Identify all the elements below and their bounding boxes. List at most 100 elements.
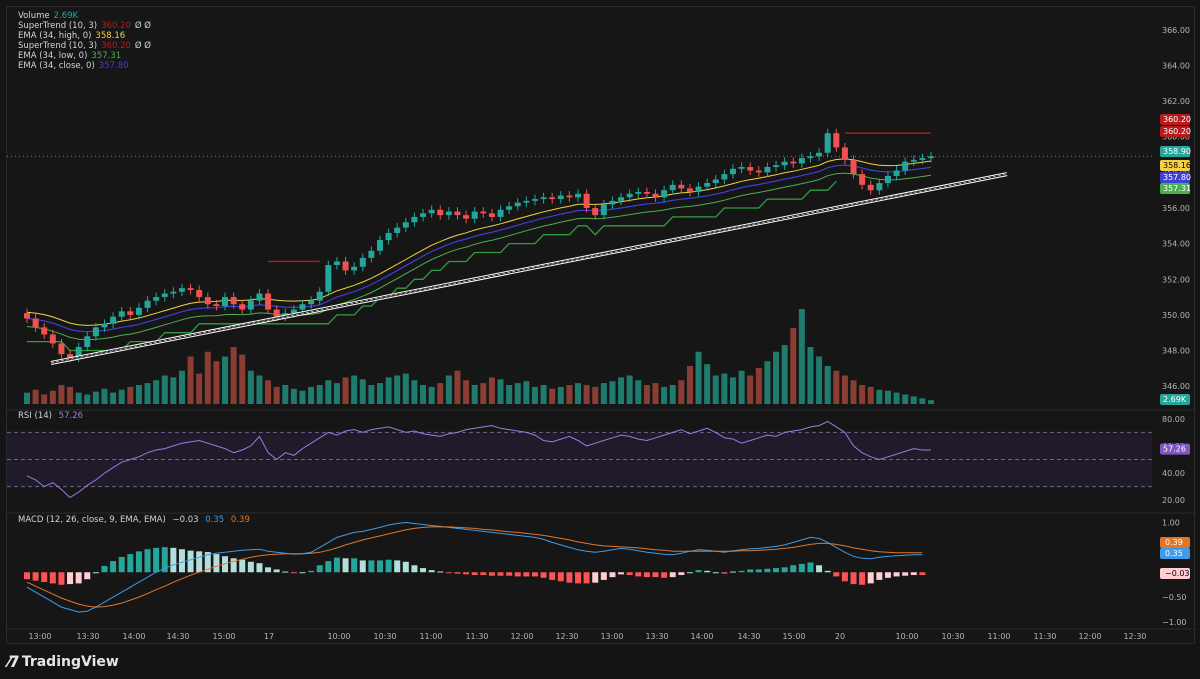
candle-body (523, 200, 530, 203)
volume-bar (833, 370, 840, 404)
macd-line (26, 521, 923, 613)
volume-bar (411, 380, 418, 404)
macd-histogram-bar (643, 572, 650, 578)
volume-bar (101, 388, 108, 404)
volume-bar (764, 361, 771, 404)
volume-bar (583, 385, 590, 404)
chart-area[interactable]: 366.00364.00362.00360.00358.00356.00354.… (6, 6, 1196, 645)
macd-histogram-bar (342, 558, 349, 573)
macd-histogram-bar (833, 572, 840, 577)
supertrend-up-line (27, 180, 837, 352)
legend-label: EMA (34, low, 0) (18, 51, 88, 61)
volume-bar (144, 383, 151, 404)
candle-body (222, 297, 229, 306)
candle-body (213, 304, 220, 306)
price-legend: Volume 2.69K SuperTrend (10, 3) 360.20 Ø Ø EM… (18, 11, 155, 71)
candle-body (575, 193, 582, 198)
price-scale-label-bg (1160, 146, 1190, 157)
candle-body (127, 311, 134, 315)
macd-histogram-bar (747, 569, 754, 573)
tradingview-brand[interactable]: ⁄7 TradingView (8, 652, 119, 671)
volume-bar (376, 383, 383, 404)
chart-svg[interactable]: 366.00364.00362.00360.00358.00356.00354.… (7, 7, 1196, 645)
macd-legend-macd: 0.35 (205, 515, 225, 525)
macd-histogram-bar (575, 572, 582, 584)
candle-body (902, 161, 909, 171)
volume-bar (626, 375, 633, 404)
macd-histogram-bar (695, 570, 702, 573)
time-axis-tick: 15:00 (782, 632, 805, 641)
time-axis-tick: 11:30 (1033, 632, 1056, 641)
time-axis-tick: 10:00 (895, 632, 918, 641)
legend-extra: Ø Ø (134, 41, 151, 51)
time-axis-tick: 10:00 (327, 632, 350, 641)
volume-bar (618, 377, 625, 404)
candle-body (626, 193, 633, 198)
volume-bar (652, 383, 659, 404)
volume-bar (463, 380, 470, 404)
time-axis-tick: 11:00 (987, 632, 1010, 641)
volume-bar (695, 351, 702, 404)
macd-histogram-bar (24, 572, 30, 580)
volume-bar (523, 381, 530, 404)
volume-bar (351, 375, 358, 404)
candle-body (609, 200, 616, 205)
price-axis-tick: 350.00 (1162, 311, 1190, 320)
macd-scale-label: 0.39 (1165, 538, 1183, 547)
volume-bar (566, 385, 573, 404)
volume-bar (368, 385, 375, 404)
macd-histogram-bar (678, 572, 685, 576)
macd-histogram-bar (798, 563, 805, 573)
candle-body (824, 133, 831, 153)
volume-bar (273, 386, 280, 404)
price-legend-row: SuperTrend (10, 3) 360.20 Ø Ø (18, 21, 155, 31)
candle-body (876, 183, 883, 191)
time-axis-tick: 12:00 (510, 632, 533, 641)
candle-body (420, 213, 427, 217)
candle-body (867, 184, 874, 191)
macd-legend-label: MACD (12, 26, close, 9, EMA, EMA) (18, 515, 166, 525)
volume-bar (308, 386, 315, 404)
candle-body (841, 147, 848, 160)
volume-bar (58, 385, 65, 404)
volume-bar (549, 388, 556, 404)
macd-histogram-bar (618, 572, 625, 575)
legend-extra: Ø Ø (134, 21, 151, 31)
macd-histogram-bar (902, 572, 909, 576)
candle-body (919, 158, 926, 160)
volume-bar (196, 373, 203, 404)
price-scale-label: 357.31 (1163, 184, 1191, 193)
candle-body (566, 195, 573, 198)
candle-body (170, 291, 177, 294)
legend-value: 357.31 (91, 51, 122, 61)
candle-body (859, 174, 866, 185)
macd-histogram-bar (58, 572, 65, 585)
macd-histogram-bar (661, 572, 668, 578)
candle-body (549, 197, 556, 200)
macd-histogram-bar (333, 557, 340, 573)
volume-bar (643, 385, 650, 404)
volume-bar (540, 385, 547, 404)
macd-histogram-bar (308, 570, 315, 573)
signal-line (26, 526, 923, 608)
rsi-axis-tick: 80.00 (1162, 415, 1185, 424)
macd-histogram-bar (652, 572, 659, 578)
volume-bar (239, 354, 246, 404)
candle-body (652, 193, 659, 198)
macd-axis-tick: −0.50 (1162, 593, 1187, 602)
price-axis-tick: 348.00 (1162, 347, 1190, 356)
rsi-scale-label: 57.26 (1163, 445, 1186, 454)
volume-bar (773, 351, 780, 404)
macd-histogram-bar (325, 561, 332, 573)
macd-histogram-bar (376, 560, 383, 573)
macd-histogram-bar (738, 570, 745, 573)
macd-histogram-bar (704, 570, 711, 573)
legend-value: 357.80 (98, 61, 129, 71)
tradingview-logo-icon: ⁄7 (8, 652, 20, 671)
macd-histogram-bar (557, 572, 564, 582)
candle-body (514, 202, 521, 207)
macd-histogram-bar (411, 565, 418, 573)
candle-body (712, 179, 719, 184)
price-axis-tick: 364.00 (1162, 61, 1190, 70)
